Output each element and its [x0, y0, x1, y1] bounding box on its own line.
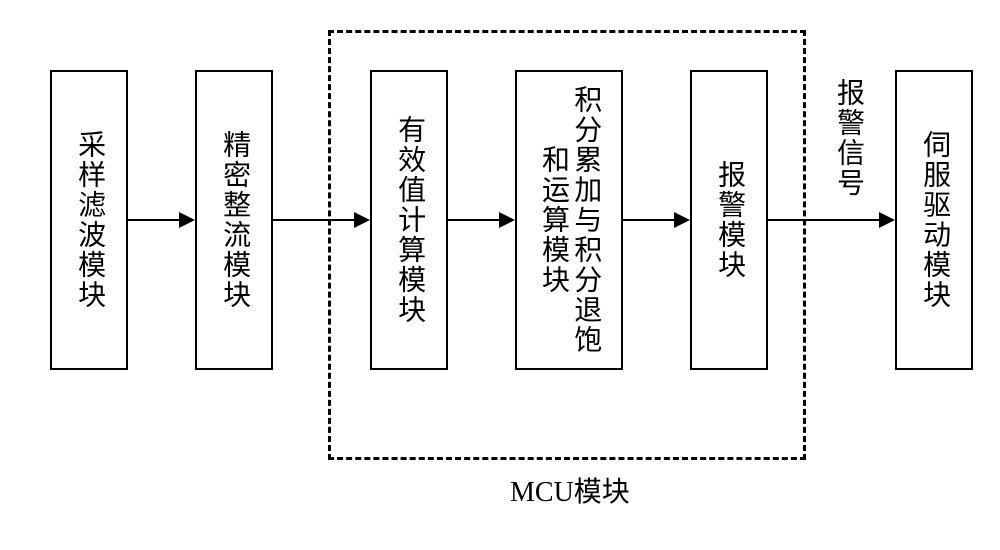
block-servo-driver: 伺服驱动模块	[895, 70, 973, 370]
block-rms-calc: 有效值计算模块	[370, 70, 448, 370]
block-label: 采样滤波模块	[73, 130, 105, 310]
arrow-line	[128, 219, 179, 221]
block-label: 伺服驱动模块	[918, 130, 950, 310]
arrow-head-icon	[354, 212, 370, 228]
arrow-line	[623, 219, 674, 221]
arrow-head-icon	[879, 212, 895, 228]
block-label: 报警模块	[713, 160, 745, 280]
arrow-line	[768, 219, 879, 221]
arrow-head-icon	[179, 212, 195, 228]
block-precise-rectifier: 精密整流模块	[195, 70, 273, 370]
mcu-group-label: MCU模块	[510, 470, 630, 510]
alarm-signal-label: 报警信号	[828, 78, 868, 198]
block-label: 有效值计算模块	[393, 115, 425, 325]
arrow-line	[273, 219, 354, 221]
arrow-line	[448, 219, 499, 221]
arrow-head-icon	[499, 212, 515, 228]
block-label: 积分累加与积分退饱和运算模块	[537, 72, 601, 368]
block-alarm-module: 报警模块	[690, 70, 768, 370]
diagram-canvas: 采样滤波模块 精密整流模块 有效值计算模块 积分累加与积分退饱和运算模块 报警模…	[0, 0, 1000, 550]
block-integral-module: 积分累加与积分退饱和运算模块	[515, 70, 623, 370]
block-sampling-filter: 采样滤波模块	[50, 70, 128, 370]
arrow-head-icon	[674, 212, 690, 228]
block-label: 精密整流模块	[218, 130, 250, 310]
